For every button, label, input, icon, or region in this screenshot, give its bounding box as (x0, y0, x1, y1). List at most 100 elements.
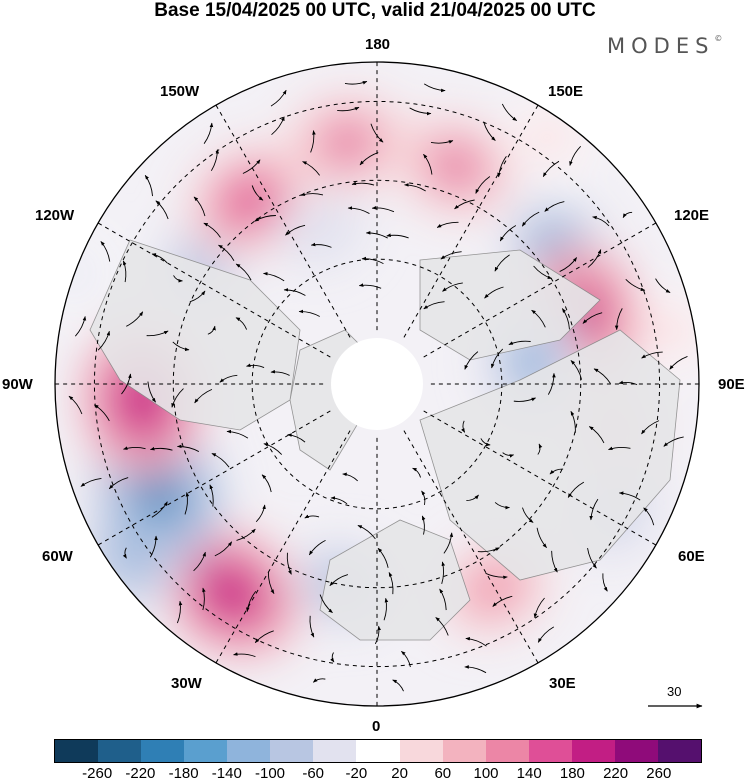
colorbar-swatch (571, 740, 615, 762)
wind-arrow (330, 652, 335, 663)
wind-arrow (513, 397, 536, 402)
wind-arrow (587, 547, 597, 569)
meridian-line (211, 430, 351, 670)
wind-arrow (218, 244, 235, 261)
wind-arrow (464, 351, 479, 370)
wind-arrow (465, 637, 487, 647)
lon-label-180: 180 (365, 36, 391, 53)
wind-arrow (567, 481, 585, 498)
wind-arrow (641, 420, 660, 435)
graticule (55, 62, 699, 706)
anomaly-pos-145w (227, 180, 271, 222)
colorbar-tick-label: 20 (391, 765, 408, 782)
colorbar-tick-label: -60 (302, 765, 325, 782)
wind-arrow (388, 572, 394, 595)
wind-arrow (255, 504, 266, 523)
lon-label-90e: 90E (718, 376, 745, 393)
wind-arrow (304, 514, 320, 519)
wind-arrow (285, 224, 306, 236)
wind-arrow (466, 494, 479, 501)
wind-arrow (365, 230, 388, 239)
wind-arrow (643, 507, 655, 526)
latitude-circle (251, 258, 503, 510)
colorbar-tick-label: 180 (559, 765, 585, 782)
wind-arrow (421, 490, 426, 506)
wind-arrow (344, 81, 368, 85)
wind-arrow (358, 283, 382, 289)
wind-arrow (251, 185, 264, 201)
wind-arrow (401, 650, 411, 668)
colorbar-tick-label: -220 (125, 765, 156, 782)
wind-arrow (622, 211, 633, 219)
wind-arrow (211, 453, 230, 468)
colorbar-swatch (528, 740, 572, 762)
wind-arrow (151, 501, 168, 518)
wind-arrow (310, 242, 332, 248)
latitude-circle (93, 100, 661, 668)
wind-arrow (287, 433, 306, 443)
wind-arrow (144, 174, 153, 197)
colorbar-swatch (227, 740, 271, 762)
wind-arrow (108, 477, 129, 490)
wind-arrow (484, 286, 504, 299)
wind-arrow (176, 444, 200, 452)
wind-arrow (439, 588, 447, 611)
wind-arrow (392, 679, 404, 692)
wind-arrow (263, 443, 283, 455)
meridian-line (423, 218, 663, 358)
wind-arrow (347, 206, 370, 214)
wind-arrow (308, 539, 326, 556)
wind-arrow (492, 595, 513, 607)
meridian-line (403, 430, 543, 670)
wind-arrow (602, 573, 608, 592)
wind-arrow (551, 550, 558, 573)
wind-arrow (298, 309, 320, 317)
wind-arrow (442, 282, 463, 292)
wind-arrow (210, 149, 220, 171)
wind-arrow (80, 477, 102, 487)
lon-label-150e: 150E (548, 83, 584, 100)
map-border (54, 61, 700, 707)
wind-arrow (618, 491, 641, 501)
wind-arrow (423, 83, 446, 93)
wind-arrow (310, 130, 316, 153)
anomaly-pos-100e (663, 317, 687, 346)
wind-arrow (149, 535, 158, 558)
wind-arrow (536, 527, 547, 548)
wind-arrow (207, 325, 216, 335)
lon-label-30e: 30E (549, 675, 576, 692)
wind-arrow (219, 374, 238, 383)
wind-arrow (100, 241, 111, 262)
lon-label-30w: 30W (171, 675, 202, 692)
wind-arrow (477, 547, 500, 553)
wind-arrow (533, 265, 553, 280)
wind-arrow (194, 388, 213, 404)
wind-arrow (508, 340, 531, 346)
colorbar (54, 739, 702, 763)
colorbar-swatch (270, 740, 314, 762)
wind-arrow (351, 181, 375, 186)
wind-arrow (544, 201, 565, 212)
wind-arrow (68, 395, 83, 415)
wind-arrow (608, 446, 631, 451)
colorbar-swatch (657, 740, 701, 762)
wind-arrow (570, 360, 583, 380)
wind-arrow (441, 561, 446, 585)
land-masses (89, 239, 681, 641)
map-title: Base 15/04/2025 00 UTC, valid 21/04/2025… (154, 0, 596, 21)
modes-logo: MODES© (607, 34, 723, 58)
wind-arrow (254, 630, 274, 644)
wind-arrow (270, 89, 287, 107)
wind-arrow (122, 260, 127, 283)
wind-arrow (184, 492, 190, 515)
wind-arrow (202, 587, 206, 611)
wind-arrow (570, 410, 576, 433)
meridian-line (423, 410, 663, 550)
colorbar-swatch (356, 740, 400, 762)
wind-arrow (242, 159, 261, 174)
colorbar-swatch (98, 740, 142, 762)
lon-label-150w: 150W (160, 83, 200, 100)
wind-arrow (377, 547, 389, 568)
wind-arrow (497, 156, 507, 178)
